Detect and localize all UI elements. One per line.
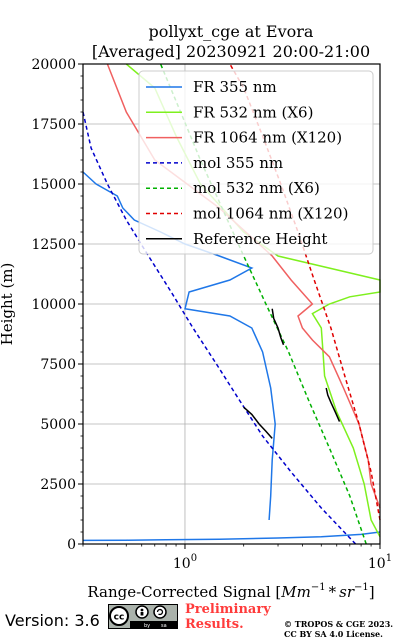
- chart-figure: 0 2500 5000 7500 10000 12500 15000 17500 20000 10…: [0, 22, 392, 600]
- chart-title: pollyxt_cge at Evora: [149, 22, 314, 41]
- cc-icon: [109, 606, 129, 626]
- series-line-7-segment-3: [325, 387, 341, 422]
- y-tick-label: 7500: [40, 357, 76, 373]
- y-tick-label: 15000: [31, 177, 76, 193]
- series-line-7-segment-2: [271, 308, 285, 346]
- legend-label-7: Reference Height: [193, 230, 327, 248]
- series-line-1-b: [82, 171, 276, 521]
- copyright-line-1: © TROPOS & CGE 2023.: [284, 619, 394, 629]
- legend-label-6: mol 1064 nm (X120): [193, 205, 348, 223]
- y-axis-label: Height (m): [0, 263, 16, 346]
- legend-label-2: FR 532 nm (X6): [193, 103, 313, 121]
- series-line-1: [82, 531, 381, 542]
- x-axis-label: Range-Corrected Signal [Mm−1 * sr−1]: [87, 582, 374, 600]
- by-icon-body: [140, 612, 144, 616]
- legend-box: [138, 70, 374, 255]
- y-tick-label: 5000: [40, 417, 76, 433]
- y-tick-label: 0: [67, 537, 76, 553]
- series-line-7-segment-1: [243, 406, 273, 439]
- preliminary-line-1: Preliminary: [185, 602, 271, 617]
- by-text: by: [144, 623, 150, 629]
- legend-label-4: mol 355 nm: [193, 154, 283, 172]
- copyright-notice: © TROPOS & CGE 2023. CC BY SA 4.0 Licens…: [284, 619, 393, 639]
- legend: FR 355 nm FR 532 nm (X6) FR 1064 nm (X120)…: [138, 70, 374, 255]
- cc-by-sa-badge[interactable]: cc by sa: [108, 604, 178, 629]
- y-tick-label: 20000: [31, 57, 76, 73]
- sa-text: sa: [161, 623, 167, 629]
- copyright-line-2: CC BY SA 4.0 License.: [284, 629, 383, 639]
- badge-strip: [130, 621, 177, 628]
- y-tick-label: 17500: [31, 117, 76, 133]
- legend-label-3: FR 1064 nm (X120): [193, 129, 342, 147]
- sa-icon: [153, 605, 167, 619]
- preliminary-notice: Preliminary Results.: [185, 602, 271, 632]
- chart-subtitle: [Averaged] 20230921 20:00-21:00: [92, 42, 370, 61]
- x-tick-label: 101: [368, 553, 392, 572]
- legend-label-1: FR 355 nm: [193, 78, 277, 96]
- preliminary-line-2: Results.: [185, 617, 244, 632]
- legend-label-5: mol 532 nm (X6): [193, 179, 320, 197]
- y-tick-label: 12500: [31, 237, 76, 253]
- x-tick-label: 100: [173, 553, 197, 572]
- tick-marks: 0 2500 5000 7500 10000 12500 15000 17500 20000 10…: [31, 57, 392, 572]
- sa-icon-arrow: [156, 608, 164, 616]
- y-tick-label: 10000: [31, 297, 76, 313]
- by-icon-head: [140, 608, 144, 612]
- cc-icon-text: cc: [114, 613, 125, 623]
- version-label: Version: 3.6: [5, 611, 100, 630]
- y-tick-label: 2500: [40, 477, 76, 493]
